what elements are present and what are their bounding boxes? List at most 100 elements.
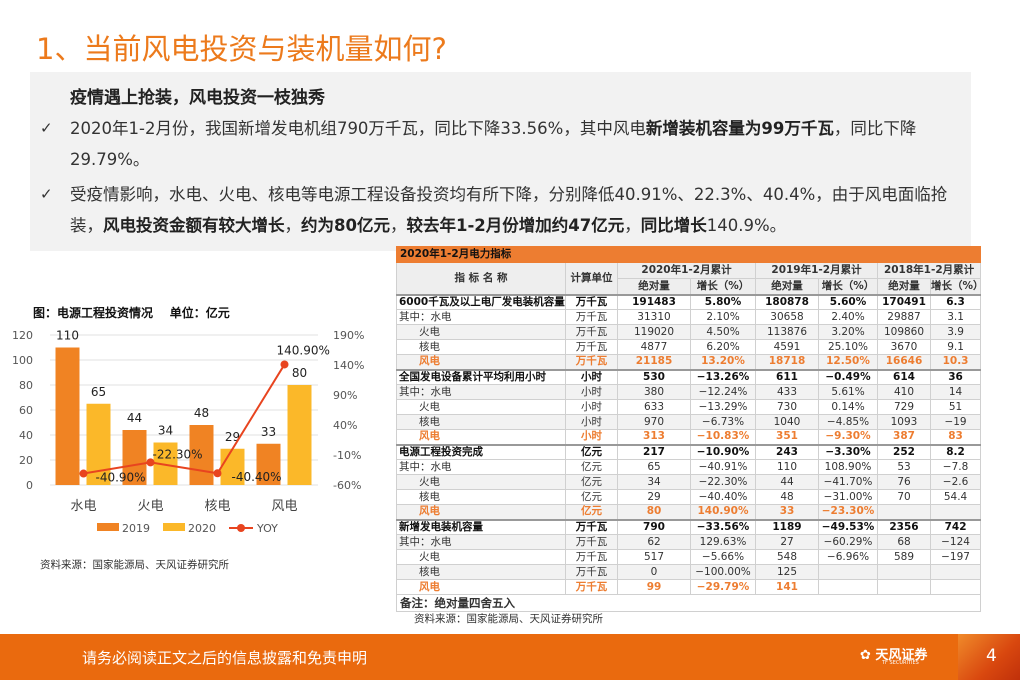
unit-cell: 万千瓦 bbox=[565, 549, 618, 565]
value-cell: 44 bbox=[755, 474, 819, 490]
value-cell: 243 bbox=[755, 443, 819, 460]
header-2020: 2020年1-2月累计 bbox=[617, 262, 756, 279]
value-cell: 65 bbox=[617, 459, 691, 475]
value-cell: −0.49% bbox=[818, 368, 878, 385]
table-row: 其中：水电 小时 380 −12.24% 433 5.61% 410 14 bbox=[396, 384, 982, 400]
yoy-data-label: -40.40% bbox=[232, 470, 282, 484]
bullet-segment: ， bbox=[624, 216, 641, 235]
value-cell: 68 bbox=[877, 534, 931, 550]
value-cell: 30658 bbox=[755, 309, 819, 325]
value-cell: 191483 bbox=[617, 293, 691, 310]
table-row: 风电 小时 313 −10.83% 351 −9.30% 387 83 bbox=[396, 429, 982, 445]
value-cell bbox=[877, 564, 931, 580]
flower-logo-icon: ✿ bbox=[860, 648, 876, 663]
value-cell: 51 bbox=[929, 399, 982, 415]
table-row: 电源工程投资完成 亿元 217 −10.90% 243 −3.30% 252 8.2 bbox=[396, 443, 982, 460]
y-tick-label: 80 bbox=[19, 379, 33, 392]
value-cell: −13.29% bbox=[690, 399, 756, 415]
chart-source: 资料来源：国家能源局、天风证券研究所 bbox=[40, 559, 229, 571]
table-row: 6000千瓦及以上电厂发电装机容量 万千瓦 191483 5.80% 180878 5.6… bbox=[396, 293, 982, 310]
logo-text: 天风证券 bbox=[875, 648, 928, 663]
value-cell: 387 bbox=[877, 429, 931, 445]
value-cell: 351 bbox=[755, 429, 819, 445]
table-container: 2020年1-2月电力指标 指 标 名 称 计算单位 2020年1-2月累计 2… bbox=[395, 246, 982, 625]
bar-2019 bbox=[122, 430, 147, 485]
value-cell: 62 bbox=[617, 534, 691, 550]
value-cell: 3.9 bbox=[929, 324, 982, 340]
value-cell: 25.10% bbox=[818, 339, 878, 355]
value-cell: 10.3 bbox=[929, 354, 982, 370]
header-abs: 绝对量 bbox=[877, 278, 931, 295]
value-cell: 113876 bbox=[755, 324, 819, 340]
value-cell bbox=[877, 579, 931, 595]
bullet-highlight: 风电投资金额有较大增长 bbox=[103, 216, 285, 235]
unit-cell: 万千瓦 bbox=[565, 579, 618, 595]
value-cell: 6.20% bbox=[690, 339, 756, 355]
bar-data-label: 34 bbox=[158, 424, 173, 438]
unit-cell: 亿元 bbox=[565, 443, 618, 460]
value-cell: 548 bbox=[755, 549, 819, 565]
table-row: 其中：水电 万千瓦 62 129.63% 27 −60.29% 68 −124 bbox=[396, 534, 982, 550]
value-cell: 5.80% bbox=[690, 293, 756, 310]
value-cell: 1093 bbox=[877, 414, 931, 430]
value-cell: 3670 bbox=[877, 339, 931, 355]
value-cell: 5.60% bbox=[818, 293, 878, 310]
legend-label: 2020 bbox=[188, 522, 216, 535]
investment-chart: 0 20 40 60 80 100 120 -60% -10% 40% 90% 140% 190% 水电 1… bbox=[12, 329, 364, 536]
table-row: 核电 小时 970 −6.73% 1040 −4.85% 1093 −19 bbox=[396, 414, 982, 430]
legend-label: YOY bbox=[256, 522, 278, 535]
unit-cell: 亿元 bbox=[565, 474, 618, 490]
value-cell: −33.56% bbox=[690, 518, 756, 535]
unit-cell: 小时 bbox=[565, 384, 618, 400]
row-label: 其中：水电 bbox=[396, 534, 566, 550]
logo-subtext: TF SECURITIES bbox=[882, 660, 919, 666]
value-cell: 8.2 bbox=[929, 443, 982, 460]
page-number: 4 bbox=[958, 634, 1020, 680]
y2-tick-label: 190% bbox=[333, 329, 364, 342]
value-cell: 29887 bbox=[877, 309, 931, 325]
table-row: 全国发电设备累计平均利用小时 小时 530 −13.26% 611 −0.49% 614 36 bbox=[396, 368, 982, 385]
row-label: 其中：水电 bbox=[396, 309, 566, 325]
bar-data-label: 65 bbox=[91, 385, 106, 399]
value-cell: −6.73% bbox=[690, 414, 756, 430]
bar-2019 bbox=[256, 443, 281, 485]
value-cell: 9.1 bbox=[929, 339, 982, 355]
value-cell: 530 bbox=[617, 368, 691, 385]
table-row: 核电 亿元 29 −40.40% 48 −31.00% 70 54.4 bbox=[396, 489, 982, 505]
unit-cell: 万千瓦 bbox=[565, 339, 618, 355]
table-row: 火电 亿元 34 −22.30% 44 −41.70% 76 −2.6 bbox=[396, 474, 982, 490]
y-tick-label: 20 bbox=[19, 454, 33, 467]
value-cell: 2356 bbox=[877, 518, 931, 535]
legend-swatch-2020 bbox=[163, 523, 185, 531]
value-cell: 12.50% bbox=[818, 354, 878, 370]
yoy-point bbox=[146, 458, 155, 467]
y2-tick-label: 90% bbox=[333, 389, 357, 402]
bar-data-label: 80 bbox=[292, 366, 307, 380]
table-row: 新增发电装机容量 万千瓦 790 −33.56% 1189 −49.53% 2356 742 bbox=[396, 518, 982, 535]
table-note-row: 备注：绝对量四舍五入 bbox=[395, 594, 982, 612]
yoy-point bbox=[213, 469, 222, 478]
x-tick-label: 风电 bbox=[271, 499, 297, 514]
value-cell: −49.53% bbox=[818, 518, 878, 535]
value-cell bbox=[929, 564, 982, 580]
row-label: 其中：水电 bbox=[396, 459, 566, 475]
value-cell: 80 bbox=[617, 504, 691, 520]
value-cell: −23.30% bbox=[818, 504, 878, 520]
legend-label: 2019 bbox=[122, 522, 150, 535]
value-cell: −41.70% bbox=[818, 474, 878, 490]
unit-cell: 小时 bbox=[565, 399, 618, 415]
y-tick-label: 40 bbox=[19, 429, 33, 442]
value-cell: 34 bbox=[617, 474, 691, 490]
value-cell: 48 bbox=[755, 489, 819, 505]
table-row: 其中：水电 万千瓦 31310 2.10% 30658 2.40% 29887 3.1 bbox=[396, 309, 982, 325]
value-cell: 70 bbox=[877, 489, 931, 505]
intro-heading: 疫情遇上抢装，风电投资一枝独秀 bbox=[70, 88, 325, 108]
value-cell: 1040 bbox=[755, 414, 819, 430]
value-cell: 83 bbox=[929, 429, 982, 445]
header-pct: 增长（%） bbox=[690, 278, 756, 295]
value-cell: 2.10% bbox=[690, 309, 756, 325]
value-cell: 589 bbox=[877, 549, 931, 565]
row-label: 核电 bbox=[396, 414, 566, 430]
disclaimer-link[interactable]: 请务必阅读正文之后的信息披露和免责申明 bbox=[82, 649, 368, 667]
legend-swatch-2019 bbox=[97, 523, 119, 531]
